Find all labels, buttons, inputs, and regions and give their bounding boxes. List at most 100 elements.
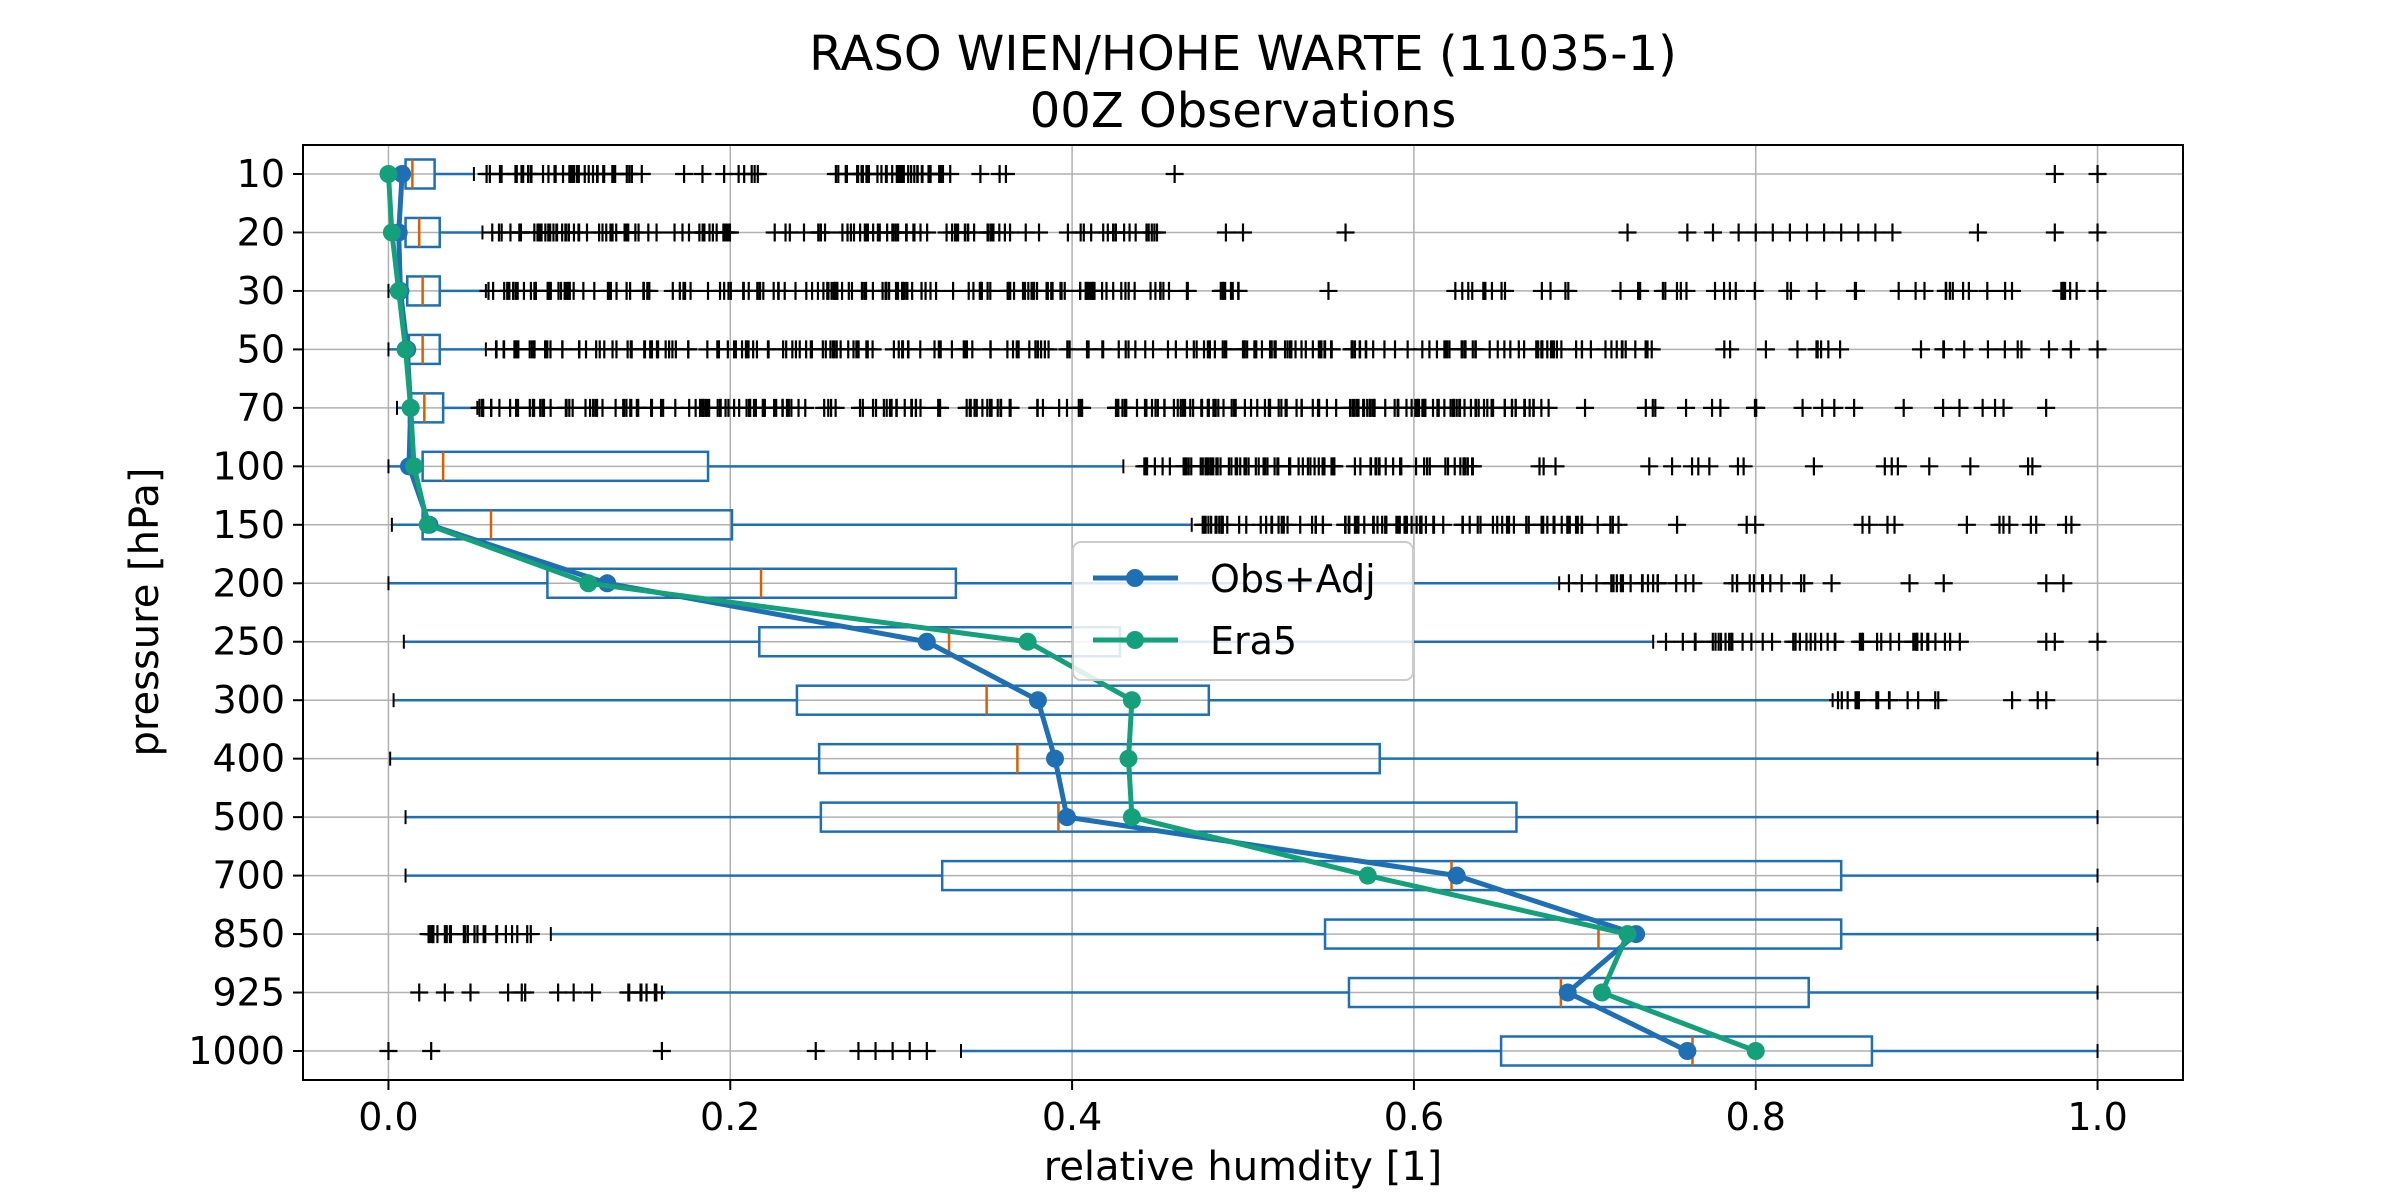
outlier-marker [1576,398,1595,417]
outlier-marker [819,398,838,417]
y-tick-label: 925 [212,971,285,1015]
outlier-marker [1934,340,1953,359]
outlier-marker [990,165,1009,183]
outlier-marker [647,223,666,242]
series-point-obs-adj [1028,691,1047,710]
outlier-marker [1815,223,1834,242]
outlier-marker [1994,398,2013,417]
outlier-marker [1801,632,1820,651]
outlier-marker [2088,165,2107,183]
outlier-marker [637,983,656,1002]
outlier-marker [911,223,930,242]
x-tick-label: 1.0 [2067,1095,2127,1139]
y-tick-label: 700 [212,854,285,898]
outlier-marker [1216,223,1235,242]
outlier-marker [523,398,542,417]
outlier-marker [435,983,454,1002]
outlier-marker [1626,340,1645,359]
legend-label-obs-adj: Obs+Adj [1210,557,1376,601]
outlier-marker [803,281,822,300]
outlier-marker [2019,457,2038,476]
outlier-marker [2045,165,2064,183]
x-axis-label: relative humdity [1] [1044,1144,1443,1190]
outlier-marker [1559,574,1578,593]
outlier-marker [1611,281,1630,300]
outlier-marker [990,223,1009,242]
box-level-300 [795,684,1211,716]
outlier-marker [1319,281,1338,300]
series-point-obs-adj [1046,749,1064,768]
series-lines [379,165,1765,1060]
y-tick-label: 400 [212,737,285,781]
outlier-marker [1482,398,1501,417]
outlier-marker [1200,340,1219,359]
outlier-marker [954,340,973,359]
outlier-marker [1667,574,1686,593]
outlier-marker [1912,340,1931,359]
outlier-marker [1094,340,1113,359]
box-level-850 [1323,918,1843,950]
outlier-marker [620,165,639,183]
outlier-marker [1807,281,1826,300]
outlier-marker [1363,398,1382,417]
outlier-marker [586,398,605,417]
outlier-marker [849,1042,868,1060]
outlier-marker [887,398,906,417]
box-level-400 [817,742,1381,775]
plot-frame [302,144,2184,1081]
outlier-marker [1532,515,1551,534]
outlier-marker [1199,398,1218,417]
outlier-marker [1745,398,1764,417]
outlier-marker [1648,574,1667,593]
outlier-marker [1678,223,1697,242]
outlier-marker [726,340,745,359]
outlier-marker [1866,223,1885,242]
outlier-marker [508,925,527,944]
outlier-marker [857,281,876,300]
outlier-marker [1788,340,1807,359]
outlier-marker [1546,457,1565,476]
legend-marker-era5 [1126,631,1144,649]
outlier-marker [745,165,764,183]
outlier-marker [1496,281,1514,300]
outlier-marker [1722,632,1741,651]
outlier-marker [1746,223,1765,242]
y-tick-label: 850 [212,912,285,956]
outlier-marker [1756,340,1775,359]
y-tick-label: 70 [237,386,285,430]
series-point-era5 [1358,866,1377,885]
outlier-marker [1786,632,1805,651]
y-tick-label: 30 [237,269,285,313]
outlier-marker [461,983,480,1002]
outlier-marker [1683,457,1702,476]
outlier-marker [1345,340,1364,359]
outlier-marker [1296,340,1315,359]
y-tick-label: 250 [212,620,285,664]
series-point-era5 [1122,808,1141,827]
outlier-marker [1395,515,1414,534]
outlier-marker [1822,574,1841,593]
boxes [404,158,1874,1067]
outlier-marker [823,340,842,359]
outlier-marker [769,281,788,300]
outlier-marker [971,281,990,300]
outlier-marker [1126,223,1145,242]
outlier-marker [474,398,493,417]
outlier-marker [847,340,866,359]
y-tick-label: 50 [237,327,285,371]
outlier-marker [1955,340,1974,359]
series-point-obs-adj [917,632,936,651]
outlier-marker [946,223,965,242]
outlier-marker [490,398,509,417]
outlier-marker [652,1042,671,1060]
outlier-marker [944,281,963,300]
outlier-marker [1869,691,1888,710]
outlier-marker [1076,281,1095,300]
outlier-marker [562,165,581,183]
outlier-marker [512,165,531,183]
outlier-marker [1408,398,1427,417]
outlier-marker [988,398,1007,417]
outlier-marker [1631,281,1650,300]
outlier-marker [1453,515,1472,534]
